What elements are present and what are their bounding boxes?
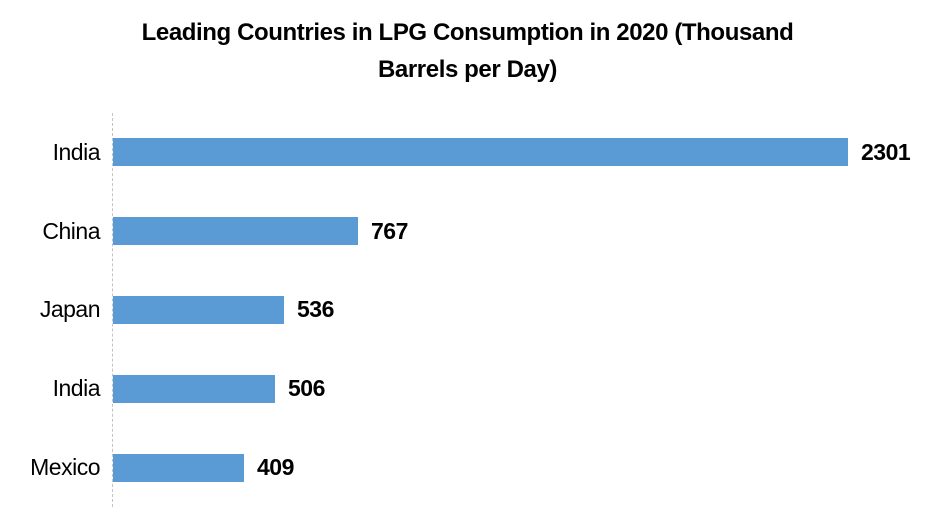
value-label: 2301 (861, 138, 911, 165)
bar (113, 217, 358, 246)
value-label: 536 (297, 296, 334, 323)
category-label: China (42, 217, 100, 244)
value-label: 767 (371, 217, 408, 244)
category-axis-line (112, 113, 113, 507)
value-label: 506 (288, 375, 325, 402)
bar-rows: India 2301 China 767 Japan 536 India 506 Mexico 4… (0, 113, 935, 507)
chart-title: Leading Countries in LPG Consumption in … (0, 14, 935, 88)
bar-row: China 767 (0, 192, 935, 271)
chart-title-line2: Barrels per Day) (377, 56, 558, 83)
bar-row: Japan 536 (0, 271, 935, 350)
category-label: Mexico (30, 454, 100, 481)
bar-row: India 2301 (0, 113, 935, 192)
category-label: India (52, 138, 101, 165)
category-label: India (52, 375, 101, 402)
bar-row: Mexico 409 (0, 428, 935, 507)
plot-area: India 2301 China 767 Japan 536 India 506 Mexico 4… (0, 113, 935, 507)
bar (113, 374, 275, 403)
value-label: 409 (257, 454, 294, 481)
bar-row: India 506 (0, 349, 935, 428)
bar (113, 295, 284, 324)
category-label: Japan (39, 296, 101, 323)
chart-title-line1: Leading Countries in LPG Consumption in … (141, 19, 794, 46)
bar (113, 138, 848, 167)
bar (113, 453, 244, 482)
